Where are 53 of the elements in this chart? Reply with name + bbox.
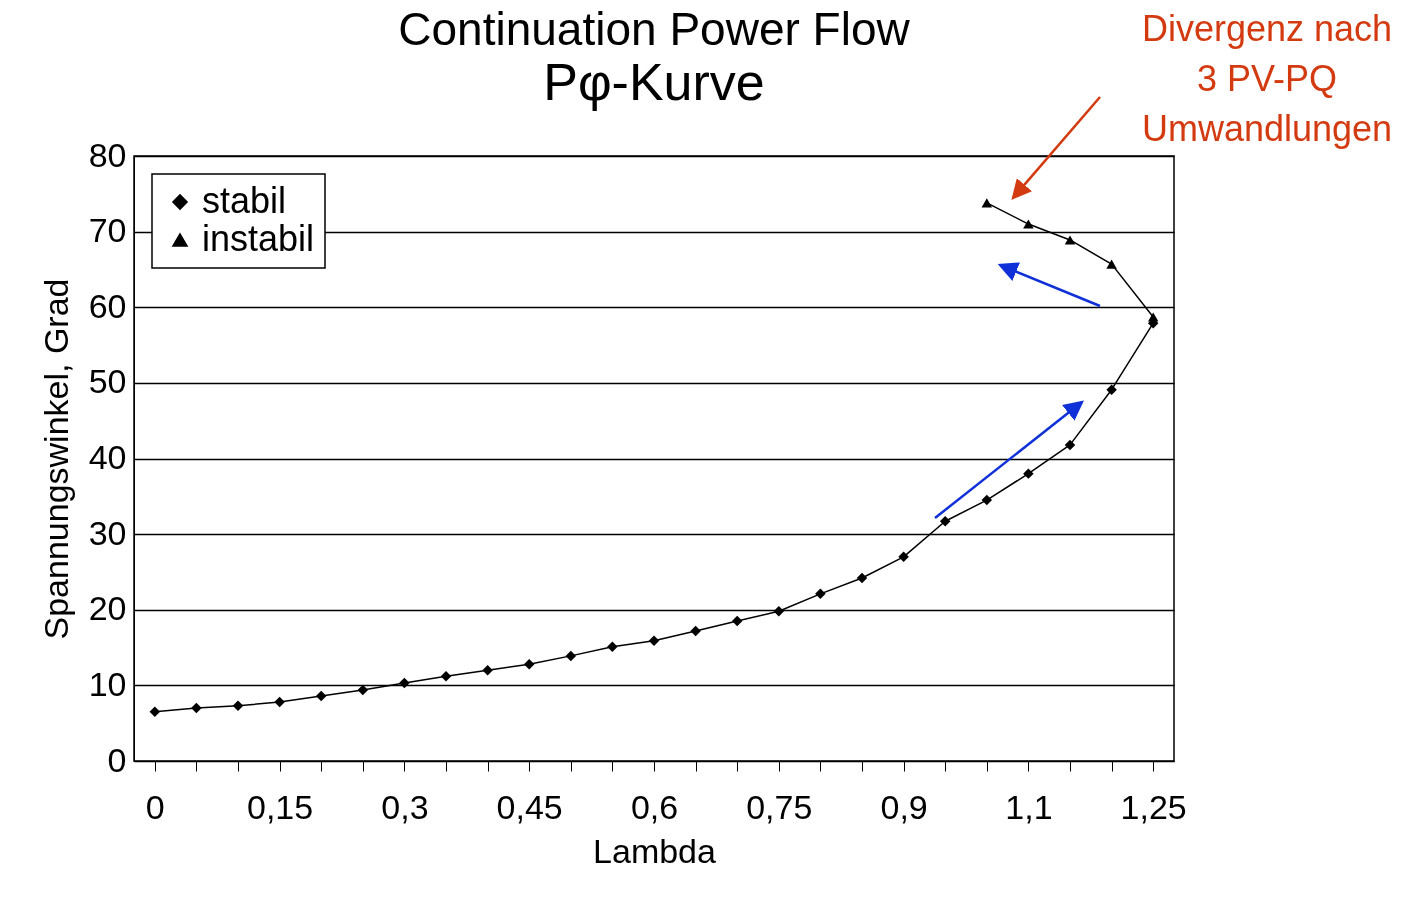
point bbox=[523, 658, 535, 670]
point bbox=[274, 696, 285, 708]
point bbox=[1147, 312, 1159, 322]
point bbox=[232, 700, 244, 712]
legend-label: stabil bbox=[202, 180, 287, 221]
y-tick-label: 20 bbox=[88, 589, 127, 628]
point bbox=[565, 650, 577, 662]
point bbox=[690, 625, 701, 637]
point bbox=[440, 671, 452, 682]
point bbox=[1106, 384, 1117, 395]
y-tick-label: 10 bbox=[88, 664, 127, 703]
point bbox=[1064, 235, 1076, 245]
chart-title: Continuation Power Flow bbox=[398, 3, 911, 55]
point bbox=[856, 572, 868, 584]
x-tick-label: 1,25 bbox=[1120, 787, 1187, 826]
point bbox=[357, 684, 369, 696]
y-tick-label: 40 bbox=[88, 438, 127, 476]
y-tick-label: 80 bbox=[88, 135, 127, 174]
y-tick-label: 30 bbox=[88, 513, 127, 552]
y-axis-title: Spannungswinkel, Grad bbox=[36, 278, 75, 640]
point bbox=[731, 615, 743, 627]
chart-subtitle: Pφ-Kurve bbox=[543, 53, 765, 111]
point bbox=[191, 702, 202, 714]
x-tick-label: 0,9 bbox=[880, 787, 928, 826]
point bbox=[939, 516, 951, 527]
x-tick-label: 0,75 bbox=[746, 787, 813, 826]
x-tick-label: 1,1 bbox=[1005, 787, 1053, 826]
point bbox=[482, 665, 493, 676]
point bbox=[815, 588, 826, 600]
point bbox=[399, 677, 410, 689]
x-tick-label: 0 bbox=[145, 787, 165, 826]
point bbox=[1023, 219, 1034, 229]
point bbox=[981, 494, 993, 506]
y-tick-label: 70 bbox=[88, 211, 127, 250]
y-tick-label: 50 bbox=[88, 362, 127, 401]
text: Divergenz nach 3 PV-PQ Umwandlungen bbox=[1140, 7, 1394, 151]
point bbox=[149, 706, 161, 718]
y-tick-label: 0 bbox=[107, 740, 127, 779]
point bbox=[1106, 259, 1117, 269]
x-axis-title: Lambda bbox=[593, 831, 717, 870]
point bbox=[898, 551, 909, 563]
point bbox=[607, 641, 618, 653]
point bbox=[648, 635, 660, 646]
x-tick-label: 0,15 bbox=[247, 787, 314, 826]
point bbox=[315, 690, 327, 702]
x-tick-label: 0,45 bbox=[496, 787, 563, 826]
point bbox=[1064, 439, 1076, 451]
x-tick-label: 0,6 bbox=[630, 787, 679, 826]
point bbox=[773, 606, 785, 617]
legend-label: instabil bbox=[202, 218, 315, 259]
point bbox=[1023, 468, 1034, 479]
y-tick-label: 60 bbox=[88, 286, 127, 325]
x-tick-label: 0,3 bbox=[381, 787, 429, 826]
